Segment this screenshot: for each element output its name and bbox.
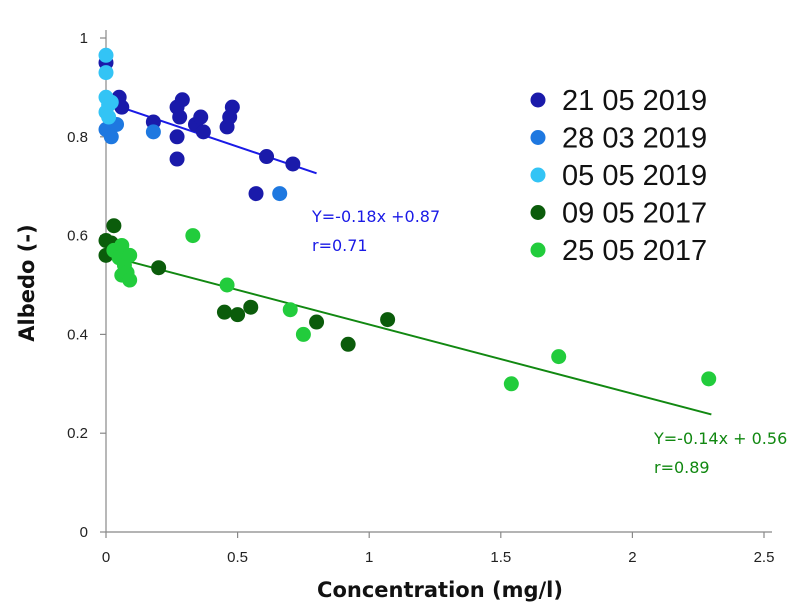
data-point bbox=[174, 92, 190, 108]
data-point bbox=[185, 228, 201, 244]
y-tick-label: 1 bbox=[80, 30, 88, 47]
data-point bbox=[701, 371, 717, 387]
x-tick-label: 1 bbox=[365, 549, 373, 566]
x-tick-label: 0 bbox=[102, 549, 110, 566]
data-point bbox=[230, 307, 246, 323]
data-point bbox=[380, 312, 396, 328]
data-point bbox=[103, 94, 119, 110]
trendline bbox=[105, 254, 712, 416]
data-point bbox=[193, 109, 209, 125]
data-point bbox=[219, 277, 235, 293]
data-point bbox=[106, 218, 122, 234]
data-point bbox=[151, 260, 167, 276]
data-point bbox=[259, 149, 275, 165]
data-point bbox=[122, 247, 138, 263]
data-point bbox=[282, 302, 298, 318]
data-point bbox=[103, 129, 119, 145]
legend-label: 21 05 2019 bbox=[562, 85, 707, 117]
data-point bbox=[169, 151, 185, 167]
data-point bbox=[272, 186, 288, 202]
y-ticks: 0 0.2 0.4 0.6 0.8 1 bbox=[67, 30, 106, 541]
data-point bbox=[309, 314, 325, 330]
legend-marker bbox=[530, 167, 546, 183]
data-point bbox=[195, 124, 211, 140]
trendline-labels: Y=-0.18x +0.87 r=0.71 Y=-0.14x + 0.56 r=0.8… bbox=[311, 207, 787, 477]
legend-marker bbox=[530, 92, 546, 108]
x-tick-label: 1.5 bbox=[490, 549, 511, 566]
data-point bbox=[101, 109, 117, 125]
trendline-equation-label: r=0.71 bbox=[312, 236, 368, 255]
data-points bbox=[98, 47, 717, 392]
data-point bbox=[98, 65, 114, 81]
legend-marker bbox=[530, 205, 546, 220]
legend-label: 28 03 2019 bbox=[562, 123, 707, 155]
data-point bbox=[285, 156, 301, 172]
trendline-equation-label: r=0.89 bbox=[654, 458, 710, 477]
trendline-equation-label: Y=-0.14x + 0.56 bbox=[653, 429, 787, 448]
data-point bbox=[224, 99, 240, 115]
data-point bbox=[169, 129, 185, 145]
data-point bbox=[172, 109, 188, 125]
data-point bbox=[122, 272, 138, 288]
data-point bbox=[295, 326, 311, 342]
y-tick-label: 0.8 bbox=[67, 129, 88, 146]
data-point bbox=[145, 124, 161, 140]
legend-marker bbox=[530, 242, 546, 258]
data-point bbox=[98, 47, 114, 63]
legend-label: 09 05 2017 bbox=[562, 198, 707, 230]
x-ticks: 0 0.5 1 1.5 2 2.5 bbox=[102, 532, 775, 566]
data-point bbox=[243, 299, 259, 315]
legend: 21 05 2019 28 03 2019 05 05 2019 09 05 2017… bbox=[530, 85, 707, 267]
y-tick-label: 0.4 bbox=[67, 326, 88, 343]
trendlines bbox=[105, 101, 712, 416]
x-tick-label: 2 bbox=[628, 549, 636, 566]
legend-label: 25 05 2017 bbox=[562, 235, 707, 267]
y-axis-title: Albedo (-) bbox=[15, 224, 39, 341]
legend-marker bbox=[530, 130, 546, 145]
y-tick-label: 0.2 bbox=[67, 425, 88, 442]
legend-label: 05 05 2019 bbox=[562, 160, 707, 192]
x-axis-title: Concentration (mg/l) bbox=[317, 578, 563, 602]
data-point bbox=[551, 349, 567, 365]
x-tick-label: 0.5 bbox=[227, 549, 248, 566]
trendline bbox=[105, 101, 317, 175]
data-point bbox=[340, 336, 356, 352]
x-tick-label: 2.5 bbox=[754, 549, 775, 566]
data-point bbox=[503, 376, 519, 392]
trendline-equation-label: Y=-0.18x +0.87 bbox=[311, 207, 440, 226]
y-tick-label: 0.6 bbox=[67, 228, 88, 245]
y-tick-label: 0 bbox=[80, 524, 88, 541]
data-point bbox=[248, 186, 264, 202]
data-point bbox=[216, 304, 232, 320]
